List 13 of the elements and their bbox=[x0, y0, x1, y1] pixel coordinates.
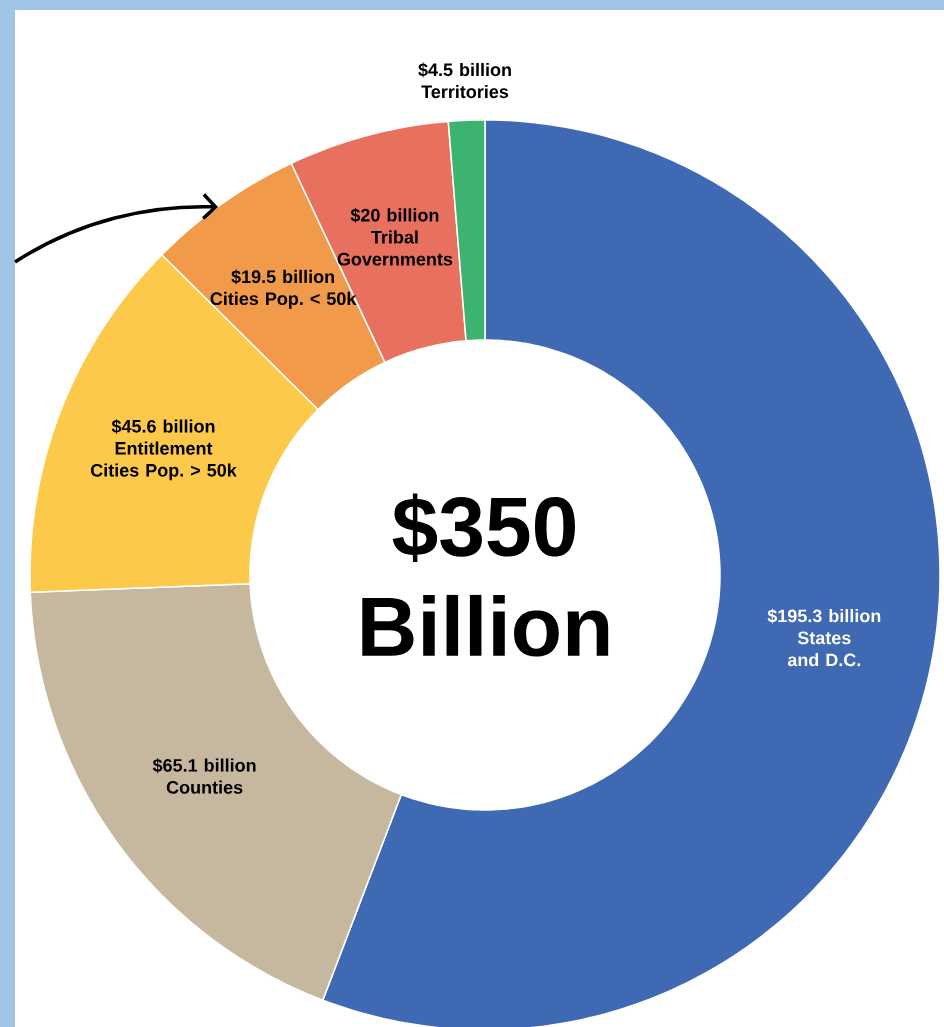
data-label: $20 billion bbox=[350, 208, 439, 223]
data-label: $45.6 billion bbox=[111, 419, 215, 434]
slice-label: Cities Pop. < 50k bbox=[210, 291, 357, 309]
slice-label: States and D.C. bbox=[787, 631, 861, 667]
data-label: $19.5 billion bbox=[231, 269, 334, 285]
slice-label: Territories bbox=[421, 84, 509, 99]
slice-label: Entitlement Cities Pop. > 50k bbox=[90, 441, 237, 481]
data-label: $195.3 billion bbox=[767, 608, 881, 624]
slice-label: Tribal Governments bbox=[337, 230, 453, 266]
data-label: $65.1 billion bbox=[152, 758, 256, 773]
data-label: $4.5 billion bbox=[418, 62, 511, 78]
text: $350 Billion bbox=[362, 493, 609, 657]
slice-label: Counties bbox=[166, 780, 243, 794]
